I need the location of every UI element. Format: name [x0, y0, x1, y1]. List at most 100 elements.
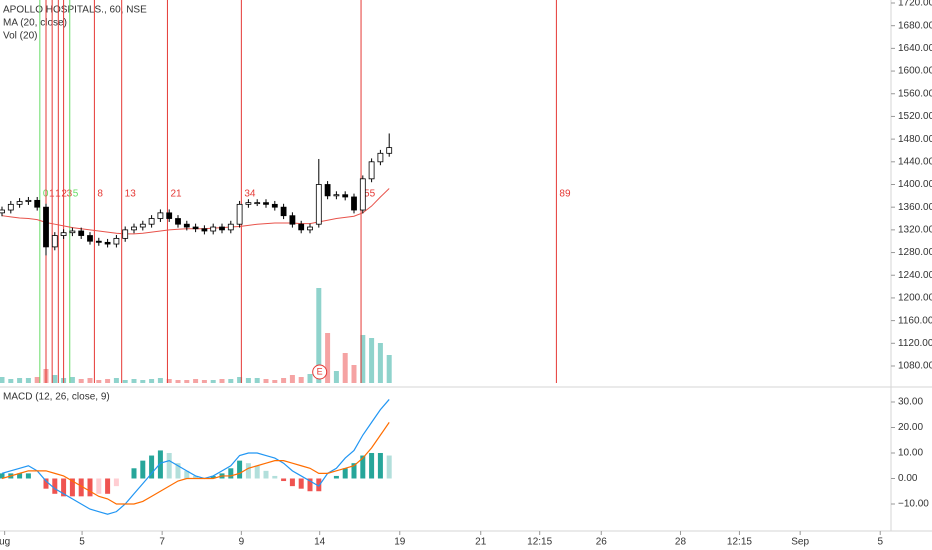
candle-body	[166, 212, 173, 219]
volume-bar	[122, 380, 128, 383]
histogram-bar	[333, 475, 339, 479]
y-tick-label: 1560.00	[898, 88, 932, 99]
histogram-bar	[96, 478, 102, 494]
fib-time-label: 34	[244, 189, 256, 200]
candle	[113, 234, 120, 248]
earnings-label: E	[317, 366, 323, 376]
volume-bar	[369, 338, 375, 383]
candle	[34, 196, 41, 211]
volume-bar	[351, 365, 357, 383]
candle-body	[183, 223, 190, 228]
histogram-bar	[254, 465, 260, 479]
histogram-bar	[166, 452, 172, 479]
volume-bar	[52, 375, 58, 383]
histogram-bar	[289, 478, 295, 487]
candle	[219, 223, 225, 234]
candle-body	[43, 206, 49, 248]
histogram-bar	[360, 455, 366, 479]
candle	[95, 237, 102, 246]
y-tick-label: 1520.00	[898, 111, 932, 122]
fib-time-label: 55	[364, 189, 376, 200]
volume-bar	[386, 355, 392, 383]
candle	[201, 225, 208, 235]
candle-body	[157, 212, 164, 219]
x-tick-label: Sep	[791, 537, 809, 548]
y-tick-label: 1200.00	[898, 293, 932, 304]
x-tick-label: 5	[877, 537, 883, 548]
volume-bar	[325, 333, 331, 383]
candle	[51, 232, 58, 251]
candle-body	[245, 202, 252, 205]
volume-bar	[228, 379, 234, 383]
candle	[377, 149, 384, 166]
candle-body	[201, 228, 208, 232]
candle-body	[122, 229, 129, 239]
candle	[368, 158, 375, 183]
volume-bar	[157, 378, 163, 383]
candle	[104, 238, 111, 248]
volume-bar	[342, 353, 348, 383]
histogram-bar	[87, 478, 93, 497]
candle	[298, 220, 305, 234]
histogram-bar	[237, 460, 243, 479]
volume-bar	[34, 377, 40, 383]
volume-bar	[237, 377, 243, 383]
y-tick-label: 1120.00	[898, 338, 932, 349]
volume-bar	[140, 380, 146, 383]
candle	[342, 191, 349, 201]
volume-bar	[201, 380, 207, 383]
histogram-bar	[140, 460, 146, 479]
candle	[166, 209, 173, 222]
candle-body	[192, 226, 199, 230]
candle-body	[280, 206, 287, 217]
histogram-bar	[307, 478, 313, 492]
histogram-bar	[17, 473, 23, 479]
volume-bar	[87, 378, 93, 383]
y-tick-label: 1160.00	[898, 315, 932, 326]
volume-bar	[360, 335, 366, 383]
histogram-bar	[316, 478, 322, 492]
y-tick-label: 10.00	[898, 448, 923, 459]
y-tick-label: 1640.00	[898, 43, 932, 54]
candle-body	[25, 199, 32, 202]
candle-body	[210, 226, 217, 232]
candle	[324, 181, 331, 200]
candle	[60, 229, 67, 239]
volume-bar	[263, 379, 269, 383]
candle-body	[298, 223, 305, 231]
volume-bar	[166, 379, 172, 383]
x-tick-label: 14	[314, 537, 326, 548]
volume-bar	[210, 380, 216, 383]
candle	[315, 158, 322, 228]
candle-body	[307, 226, 313, 231]
y-tick-label: 1080.00	[898, 361, 932, 372]
histogram-bar	[245, 463, 251, 479]
volume-bar	[69, 377, 75, 383]
indicator-label: Vol (20)	[3, 31, 37, 42]
y-tick-label: 1320.00	[898, 225, 932, 236]
macd-title: MACD (12, 26, close, 9)	[3, 392, 110, 403]
histogram-bar	[25, 473, 31, 479]
histogram-bar	[113, 478, 119, 487]
signal-line	[1, 422, 390, 505]
candle-body	[78, 230, 85, 236]
candle-body	[368, 161, 375, 180]
candle	[183, 220, 190, 231]
candle	[307, 223, 313, 234]
candle-body	[236, 203, 243, 225]
y-tick-label: 1480.00	[898, 134, 932, 145]
fib-time-label: 13	[125, 189, 137, 200]
histogram-bar	[149, 455, 155, 479]
x-tick-label: 19	[394, 537, 406, 548]
y-tick-label: 1400.00	[898, 179, 932, 190]
candle	[386, 133, 393, 157]
volume-bar	[333, 371, 339, 383]
fib-time-label: 5	[73, 189, 79, 200]
candle-body	[289, 215, 296, 225]
histogram-bar	[298, 478, 304, 489]
volume-bar	[272, 380, 278, 383]
histogram-bar	[210, 475, 216, 479]
candle	[157, 209, 164, 222]
volume-bar	[298, 377, 304, 383]
